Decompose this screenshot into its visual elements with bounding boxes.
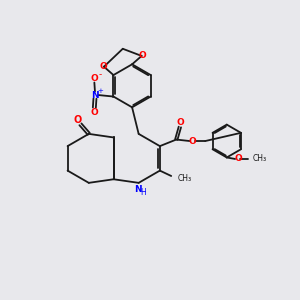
Text: O: O bbox=[177, 118, 184, 127]
Text: N: N bbox=[134, 185, 142, 194]
Text: O: O bbox=[139, 51, 146, 60]
Text: O: O bbox=[99, 62, 107, 71]
Text: CH₃: CH₃ bbox=[253, 154, 267, 164]
Text: O: O bbox=[234, 154, 242, 164]
Text: CH₃: CH₃ bbox=[178, 174, 192, 183]
Text: O: O bbox=[91, 74, 98, 82]
Text: N: N bbox=[91, 91, 99, 100]
Text: H: H bbox=[140, 188, 146, 196]
Text: O: O bbox=[189, 136, 196, 146]
Text: O: O bbox=[91, 108, 98, 117]
Text: +: + bbox=[97, 88, 103, 94]
Text: O: O bbox=[74, 115, 82, 124]
Text: -: - bbox=[98, 70, 101, 80]
